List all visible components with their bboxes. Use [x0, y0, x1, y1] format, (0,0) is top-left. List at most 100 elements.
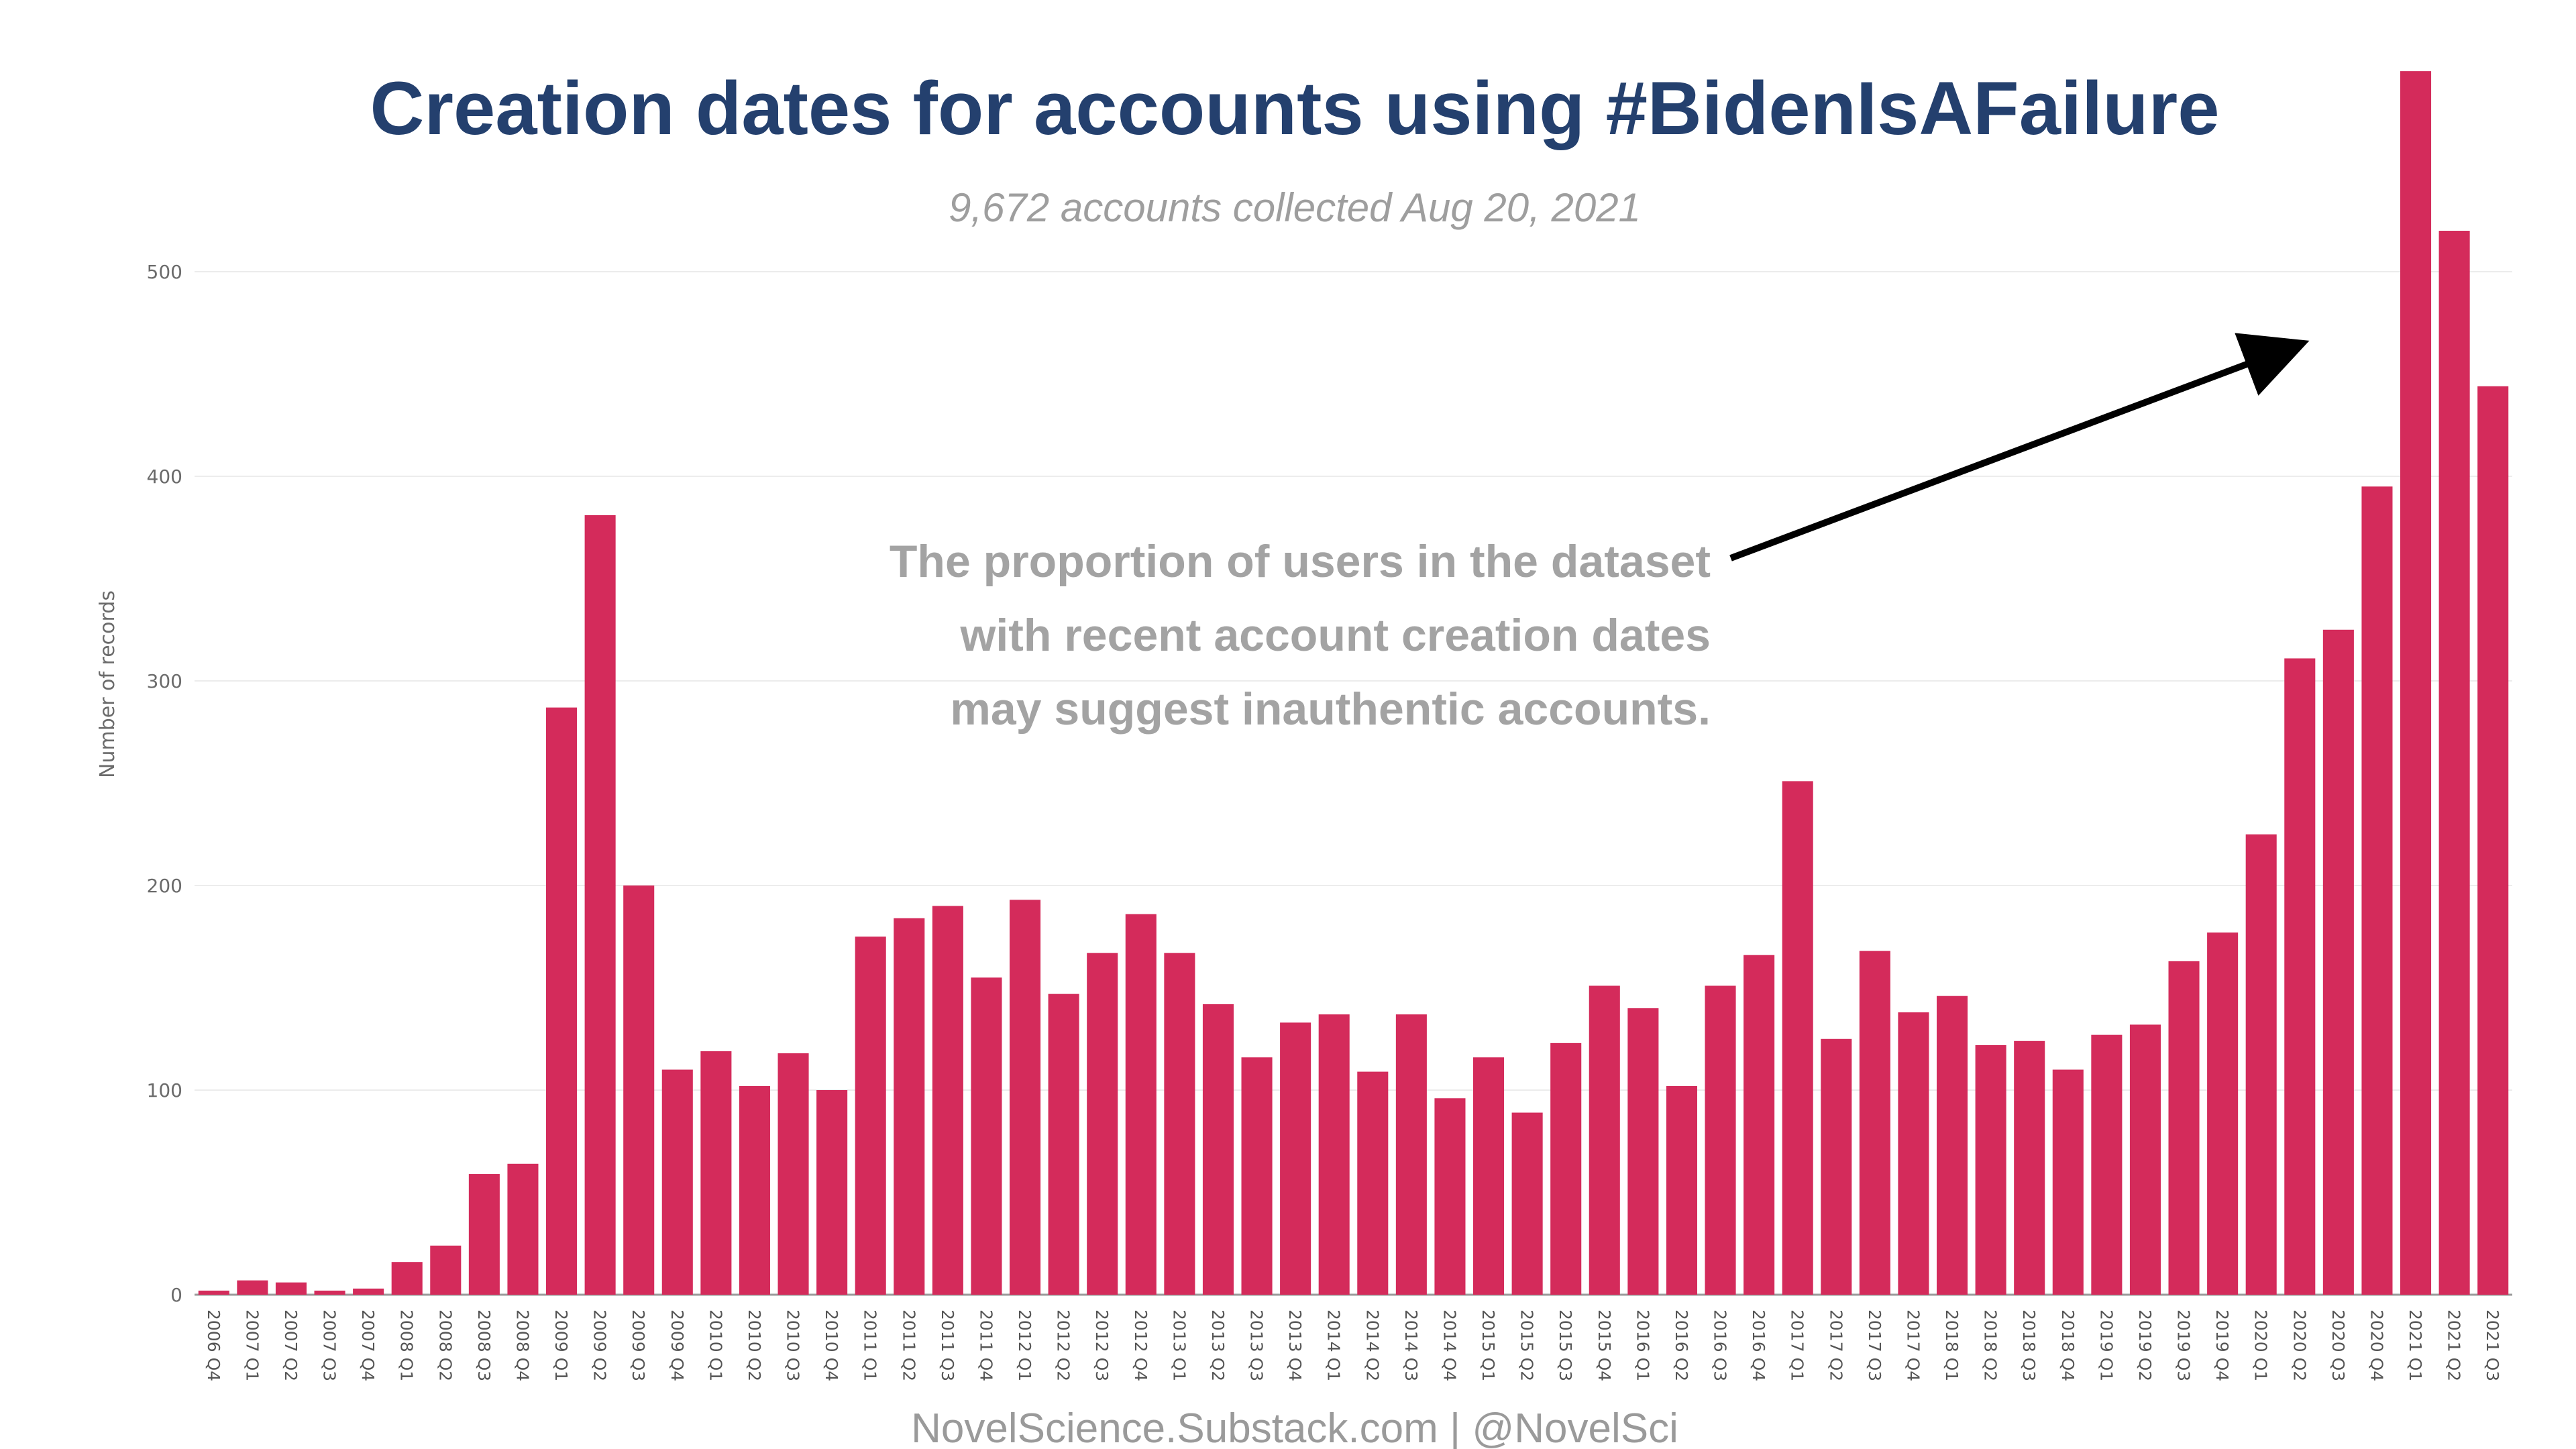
bar: [1434, 1098, 1466, 1295]
annotation-line-2: with recent account creation dates: [959, 610, 1711, 661]
bar: [2207, 932, 2239, 1295]
x-tick-label: 2009 Q2: [590, 1309, 610, 1381]
bar: [1589, 985, 1620, 1295]
x-tick-label: 2017 Q3: [1865, 1309, 1884, 1381]
bar: [1318, 1014, 1350, 1295]
bar: [1821, 1038, 1852, 1295]
bar: [623, 885, 655, 1295]
bar: [584, 515, 616, 1295]
x-tick-label: 2018 Q2: [1981, 1309, 2000, 1381]
bar: [314, 1290, 345, 1295]
bar: [353, 1288, 384, 1295]
bar: [932, 906, 963, 1295]
x-tick-label: 2011 Q4: [976, 1309, 996, 1381]
x-tick-label: 2019 Q4: [2212, 1309, 2232, 1381]
x-tick-label: 2020 Q4: [2367, 1309, 2386, 1381]
bar: [1743, 955, 1775, 1295]
gridlines: [195, 271, 2512, 1296]
x-tick-label: 2014 Q3: [1401, 1309, 1421, 1381]
bar: [1666, 1085, 1697, 1295]
x-tick-label: 2012 Q3: [1092, 1309, 1112, 1381]
x-tick-label: 2016 Q2: [1672, 1309, 1691, 1381]
x-tick-label: 2017 Q4: [1903, 1309, 1923, 1381]
bar: [2438, 231, 2470, 1295]
x-tick-label: 2013 Q1: [1169, 1309, 1189, 1381]
y-tick-label: 300: [147, 670, 182, 692]
x-tick-label: 2014 Q2: [1362, 1309, 1382, 1381]
bar: [391, 1262, 423, 1295]
x-tick-label: 2012 Q2: [1054, 1309, 1073, 1381]
bar: [1937, 996, 1968, 1295]
bar: [1087, 953, 1118, 1295]
x-tick-label: 2010 Q1: [706, 1309, 725, 1381]
x-tick-label: 2007 Q4: [358, 1309, 378, 1381]
bar: [2477, 386, 2509, 1295]
bar: [855, 936, 886, 1295]
bar: [2284, 658, 2316, 1295]
x-tick-label: 2018 Q1: [1942, 1309, 1962, 1381]
x-tick-label: 2013 Q2: [1208, 1309, 1228, 1381]
y-tick-label: 400: [147, 466, 182, 488]
bar: [2052, 1069, 2084, 1295]
bar: [1627, 1008, 1659, 1295]
x-tick-label: 2021 Q2: [2445, 1309, 2464, 1381]
bar: [1898, 1012, 1929, 1295]
x-tick-label: 2015 Q2: [1517, 1309, 1537, 1381]
x-tick-label: 2008 Q3: [474, 1309, 494, 1381]
bar: [2361, 486, 2393, 1295]
x-tick-label: 2013 Q4: [1285, 1309, 1305, 1381]
bar: [1473, 1057, 1505, 1295]
x-tick-label: 2006 Q4: [204, 1309, 223, 1381]
x-tick-label: 2018 Q4: [2058, 1309, 2078, 1381]
x-tick-label: 2011 Q3: [938, 1309, 957, 1381]
x-tick-label: 2020 Q3: [2328, 1309, 2348, 1381]
x-tick-label: 2016 Q4: [1749, 1309, 1768, 1381]
bar: [1048, 994, 1079, 1295]
x-tick-label: 2008 Q1: [397, 1309, 417, 1381]
x-axis-ticks: 2006 Q4 2007 Q1 2007 Q2 2007 Q3 2007 Q4 2008 …: [204, 1309, 2502, 1381]
bar: [2129, 1024, 2161, 1295]
x-tick-label: 2009 Q1: [551, 1309, 571, 1381]
bar: [1395, 1014, 1427, 1295]
bar: [1511, 1112, 1543, 1295]
bar: [2322, 629, 2354, 1295]
bar: [275, 1282, 307, 1295]
y-tick-label: 200: [147, 875, 182, 897]
bar: [237, 1280, 268, 1295]
bar: [2245, 834, 2277, 1295]
bar: [1705, 985, 1736, 1295]
annotation-arrow: [1729, 333, 2310, 561]
x-tick-label: 2016 Q3: [1711, 1309, 1730, 1381]
x-tick-label: 2021 Q1: [2406, 1309, 2425, 1381]
bars: [198, 71, 2509, 1295]
x-tick-label: 2008 Q2: [435, 1309, 455, 1381]
y-tick-label: 100: [147, 1079, 182, 1102]
bar: [661, 1069, 693, 1295]
x-tick-label: 2020 Q1: [2251, 1309, 2271, 1381]
x-tick-label: 2021 Q3: [2483, 1309, 2502, 1381]
bar: [739, 1085, 770, 1295]
x-tick-label: 2010 Q4: [822, 1309, 841, 1381]
bar: [2400, 71, 2432, 1295]
x-tick-label: 2007 Q3: [320, 1309, 339, 1381]
x-tick-label: 2015 Q1: [1479, 1309, 1498, 1381]
x-tick-label: 2014 Q4: [1440, 1309, 1459, 1381]
bar: [2014, 1040, 2045, 1295]
bar: [2091, 1034, 2123, 1295]
chart-title: Creation dates for accounts using #Biden…: [370, 66, 2219, 150]
bar: [777, 1053, 809, 1295]
y-tick-label: 0: [170, 1284, 182, 1306]
x-tick-label: 2012 Q1: [1015, 1309, 1034, 1381]
x-tick-label: 2019 Q2: [2135, 1309, 2155, 1381]
x-tick-label: 2007 Q1: [242, 1309, 262, 1381]
annotation: The proportion of users in the dataset w…: [890, 333, 2310, 735]
bar: [430, 1245, 462, 1295]
y-axis-label: Number of records: [96, 590, 119, 778]
x-tick-label: 2016 Q1: [1633, 1309, 1652, 1381]
x-tick-label: 2013 Q3: [1247, 1309, 1267, 1381]
bar: [971, 977, 1002, 1295]
bar: [507, 1163, 539, 1295]
bar: [816, 1090, 848, 1295]
x-tick-label: 2015 Q3: [1556, 1309, 1575, 1381]
